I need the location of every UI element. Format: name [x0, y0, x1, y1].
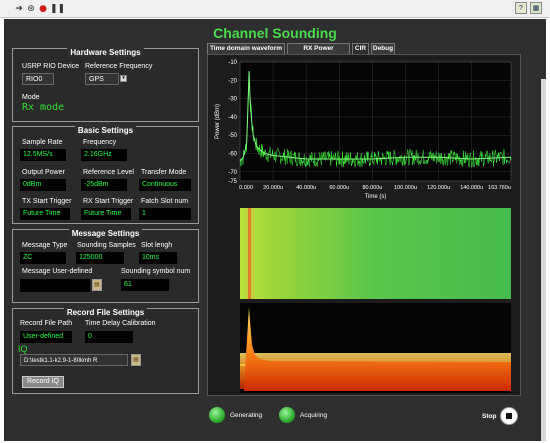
- output-power-label: Output Power: [22, 169, 65, 176]
- stop-button[interactable]: [500, 407, 518, 425]
- sample-rate-field[interactable]: 12.5MS/s: [20, 149, 66, 161]
- cir-graphs: -10 -20 -30 -40 -50 -60 -70 -750.000 20.000u 40.0…: [215, 60, 512, 393]
- power-delay-plot: -10 -20 -30 -40 -50 -60 -70 -750.000 20.000u 40.0…: [215, 60, 512, 200]
- panel-title: Record File Settings: [13, 308, 198, 317]
- vi-help-icon[interactable]: ?: [515, 2, 527, 14]
- frequency-field[interactable]: 2.16GHz: [81, 149, 127, 161]
- sounding-samples-field[interactable]: 125000: [76, 252, 124, 264]
- mode-label: Mode: [22, 94, 40, 101]
- chevron-down-icon[interactable]: ▾: [120, 75, 127, 82]
- app-title: Channel Sounding: [213, 25, 337, 41]
- message-type-label: Message Type: [22, 242, 68, 249]
- acquiring-indicator: [278, 406, 296, 424]
- slot-length-field[interactable]: 10ms: [139, 252, 177, 264]
- y-tick-label: -10: [228, 60, 237, 66]
- panel-title: Hardware Settings: [13, 48, 198, 57]
- power-trace: [239, 72, 512, 168]
- x-tick-label: 80.000u: [362, 185, 382, 191]
- cir-waterfall: [240, 208, 511, 299]
- record-path-label: Record File Path: [20, 320, 73, 327]
- tx-trigger-field[interactable]: Future Time: [20, 208, 70, 220]
- vi-connector-icon: ▦: [530, 2, 542, 14]
- hardware-settings-panel: Hardware Settings USRP RIO Device RIO0 R…: [12, 48, 199, 122]
- y-tick-label: -20: [228, 78, 237, 84]
- abort-icon[interactable]: ●: [39, 4, 47, 14]
- ref-freq-label: Reference Frequency: [85, 63, 153, 70]
- transfer-mode-label: Transfer Mode: [141, 169, 187, 176]
- sounding-samples-label: Sounding Samples: [77, 242, 136, 249]
- y-tick-label: -75: [228, 179, 237, 185]
- device-field[interactable]: RIO0: [22, 73, 54, 85]
- slot-length-label: Slot lengh: [141, 242, 173, 249]
- x-tick-label: 40.000u: [296, 185, 316, 191]
- tx-trigger-label: TX Start Trigger: [22, 198, 72, 205]
- acquiring-label: Acquiring: [300, 412, 328, 419]
- symbol-num-label: Sounding symbol num: [121, 268, 191, 275]
- iq-label: IQ: [18, 344, 28, 354]
- ref-level-field[interactable]: -25dBm: [81, 179, 127, 191]
- rx-trigger-label: RX Start Trigger: [83, 198, 134, 205]
- panel-title: Message Settings: [13, 229, 198, 238]
- cir-graph-area: -10 -20 -30 -40 -50 -60 -70 -75 0.000 20.000u 40.0…: [207, 54, 521, 396]
- y-tick-label: -30: [228, 97, 237, 103]
- main-panel: Channel Sounding Hardware Settings USRP …: [4, 19, 546, 441]
- x-axis-label: Time (s): [365, 194, 387, 200]
- record-iq-button[interactable]: Record IQ: [22, 376, 64, 388]
- sample-rate-label: Sample Rate: [22, 139, 63, 146]
- mode-value: Rx mode: [22, 102, 65, 113]
- y-tick-label: -60: [228, 152, 237, 158]
- x-tick-label: 20.000u: [263, 185, 283, 191]
- waterfall-image: [240, 208, 511, 299]
- run-continuous-icon[interactable]: ⊛: [27, 4, 35, 14]
- y-tick-label: -50: [228, 133, 237, 139]
- fatch-slot-field[interactable]: 1: [139, 208, 191, 220]
- device-label: USRP RIO Device: [22, 63, 80, 70]
- symbol-num-field[interactable]: 61: [121, 279, 169, 291]
- fatch-slot-label: Fatch Slot num: [141, 198, 189, 205]
- tab-rx-power-spectrum[interactable]: RX Power Spectrum: [287, 43, 350, 62]
- window-toolbar: ➔ ⊛ ● ❚❚ ? ▦: [0, 0, 550, 18]
- generating-indicator: [208, 406, 226, 424]
- cir-persistence-plot: [240, 303, 511, 393]
- output-power-field[interactable]: 0dBm: [20, 179, 66, 191]
- message-type-field[interactable]: ZC: [20, 252, 66, 264]
- record-settings-panel: Record File Settings Record File Path Us…: [12, 308, 199, 394]
- x-tick-label: 140.000u: [460, 185, 483, 191]
- basic-settings-panel: Basic Settings Sample Rate 12.5MS/s Freq…: [12, 126, 199, 224]
- y-tick-label: -70: [228, 170, 237, 176]
- folder-browse-icon[interactable]: ▤: [131, 354, 141, 366]
- y-axis-label: Power (dBm): [215, 104, 221, 139]
- folder-browse-icon[interactable]: ▤: [92, 279, 102, 291]
- tab-time-domain[interactable]: Time domain waveform: [207, 43, 285, 54]
- user-defined-field[interactable]: [20, 279, 90, 292]
- x-tick-label: 0.000: [239, 185, 253, 191]
- ref-level-label: Reference Level: [83, 169, 134, 176]
- generating-label: Generating: [230, 412, 263, 419]
- x-tick-label: 60.000u: [329, 185, 349, 191]
- x-tick-label: 100.000u: [394, 185, 417, 191]
- rx-trigger-field[interactable]: Future Time: [81, 208, 131, 220]
- record-path-field[interactable]: User-defined: [20, 331, 72, 343]
- persistence-peak: [244, 307, 511, 391]
- frequency-label: Frequency: [83, 139, 117, 146]
- run-arrow-icon[interactable]: ➔: [15, 4, 23, 14]
- panel-title: Basic Settings: [13, 126, 198, 135]
- ref-freq-select[interactable]: GPS: [85, 73, 119, 85]
- tab-cir[interactable]: CIR: [352, 43, 369, 54]
- y-tick-label: -40: [228, 115, 237, 121]
- iq-path-field[interactable]: D:\testk1.1-k2.9-1-80kmh R: [20, 354, 128, 366]
- waterfall-delay-band: [246, 208, 254, 299]
- user-defined-label: Message User-defined: [22, 268, 93, 275]
- transfer-mode-field[interactable]: Continuous: [139, 179, 191, 191]
- delay-calibration-field[interactable]: 0: [85, 331, 133, 343]
- vertical-scrollbar[interactable]: [541, 79, 546, 441]
- x-tick-label: 163.760u: [488, 185, 511, 191]
- tab-debug[interactable]: Debug: [371, 43, 395, 54]
- power-envelope: [239, 71, 512, 162]
- x-tick-label: 120.000u: [427, 185, 450, 191]
- message-settings-panel: Message Settings Message Type ZC Soundin…: [12, 229, 199, 303]
- stop-label: Stop: [482, 413, 497, 420]
- delay-calibration-label: Time Delay Calibration: [85, 320, 156, 327]
- pause-icon[interactable]: ❚❚: [50, 4, 66, 14]
